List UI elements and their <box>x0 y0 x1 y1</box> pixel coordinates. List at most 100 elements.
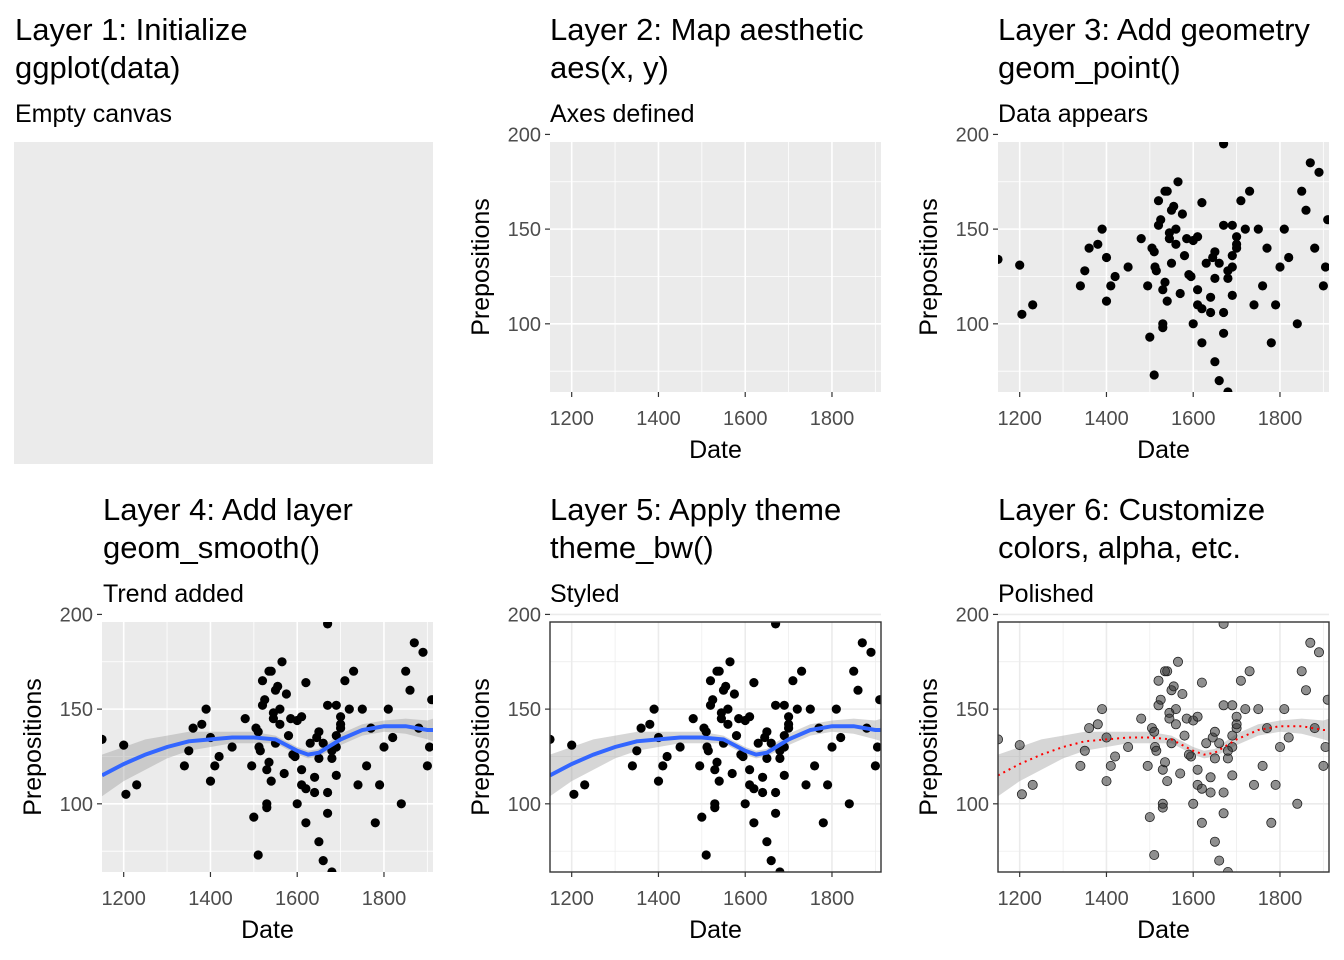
data-point <box>853 685 863 695</box>
data-point <box>357 704 367 714</box>
data-point <box>362 761 372 771</box>
x-tick-label: 1200 <box>549 408 594 430</box>
data-point <box>1318 281 1328 291</box>
data-point <box>749 678 759 688</box>
data-point <box>331 770 341 781</box>
panel-background <box>550 622 881 872</box>
data-point <box>836 732 846 743</box>
smooth-line <box>998 725 1329 777</box>
panel-background <box>550 142 881 392</box>
y-tick-label: 200 <box>508 604 541 626</box>
x-axis-title: Date <box>241 916 294 944</box>
y-tick-label: 150 <box>956 699 989 721</box>
data-point <box>662 751 672 762</box>
data-point <box>184 746 194 756</box>
data-point <box>701 850 711 860</box>
data-point <box>1305 637 1316 648</box>
data-point <box>1279 224 1289 234</box>
data-point <box>801 780 811 790</box>
data-point <box>396 799 406 809</box>
data-point <box>427 695 433 705</box>
data-point <box>1197 198 1207 208</box>
plot-subtitle: Data appears <box>998 100 1148 128</box>
x-axis-title: Date <box>689 436 742 464</box>
panel-border <box>549 621 882 873</box>
data-point <box>1284 252 1294 263</box>
data-point <box>1192 764 1203 775</box>
data-point <box>1210 247 1220 257</box>
data-point <box>314 837 324 847</box>
data-point <box>1184 270 1194 280</box>
data-point <box>1205 787 1216 798</box>
data-point <box>1227 770 1238 781</box>
data-point <box>379 742 389 752</box>
data-point <box>1168 681 1179 692</box>
data-point <box>705 676 716 686</box>
data-layer <box>550 622 881 872</box>
data-point <box>1075 281 1085 291</box>
data-point <box>1173 656 1184 667</box>
data-point <box>1219 220 1229 230</box>
data-point <box>1305 158 1315 168</box>
data-point <box>1153 675 1164 686</box>
y-tick-label: 100 <box>508 794 541 816</box>
data-point <box>1219 142 1229 149</box>
y-tick-label: 200 <box>60 604 93 626</box>
plot-title-code: aes(x, y) <box>550 50 669 85</box>
data-point <box>327 746 337 756</box>
data-point <box>1164 713 1175 724</box>
data-point <box>653 776 664 786</box>
x-tick-label: 1400 <box>1084 888 1129 910</box>
data-point <box>327 753 337 764</box>
x-tick-label: 1600 <box>723 888 768 910</box>
data-point <box>762 727 772 737</box>
data-point <box>762 837 772 847</box>
data-point <box>1227 730 1238 741</box>
data-point <box>758 772 768 782</box>
data-point <box>1092 719 1103 730</box>
data-point <box>1143 281 1153 291</box>
y-tick-label: 100 <box>956 794 989 816</box>
data-point <box>1210 357 1220 367</box>
data-point <box>1151 266 1161 276</box>
data-point <box>1262 723 1273 734</box>
y-axis-title: Prepositions <box>915 678 943 816</box>
data-point <box>1210 273 1220 283</box>
data-point <box>1275 262 1285 272</box>
data-point <box>771 787 781 798</box>
x-tick-label: 1800 <box>362 888 407 910</box>
data-point <box>1192 711 1203 722</box>
panel-background <box>102 622 433 872</box>
data-point <box>1283 732 1294 743</box>
data-point <box>422 761 432 771</box>
data-point <box>749 784 759 794</box>
data-layer <box>998 142 1329 392</box>
data-point <box>714 776 724 786</box>
data-point <box>1201 258 1211 268</box>
x-tick-label: 1800 <box>1258 408 1303 430</box>
plot-title: Layer 4: Add layer <box>103 492 353 527</box>
data-point <box>214 751 224 762</box>
data-point <box>1257 760 1268 771</box>
data-point <box>1227 251 1237 261</box>
data-point <box>636 723 646 733</box>
data-point <box>550 734 555 744</box>
data-point <box>277 657 287 667</box>
data-point <box>766 856 776 866</box>
data-point <box>249 812 259 822</box>
data-point <box>1249 779 1260 790</box>
data-point <box>353 780 363 790</box>
data-point <box>779 700 789 710</box>
x-tick-label: 1200 <box>997 888 1042 910</box>
data-point <box>632 746 642 756</box>
data-point <box>188 723 198 733</box>
data-point <box>1270 779 1281 790</box>
data-point <box>1320 742 1329 752</box>
data-point <box>1236 196 1246 206</box>
data-point <box>1193 285 1203 295</box>
data-point <box>253 850 263 860</box>
data-point <box>771 700 781 710</box>
